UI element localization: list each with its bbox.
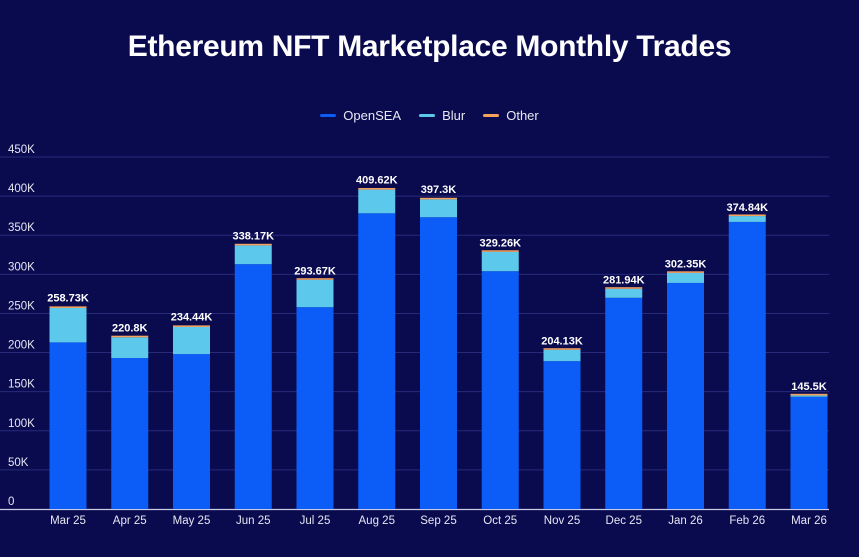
bar-segment-opensea (791, 397, 828, 509)
bar-segment-opensea (358, 213, 395, 509)
bar-segment-opensea (544, 361, 581, 509)
bar-total-label: 338.17K (232, 230, 274, 242)
bar-segment-blur (111, 337, 148, 358)
bar-segment-opensea (235, 264, 272, 509)
y-tick-label: 400K (8, 183, 35, 195)
bar-total-label: 281.94K (603, 274, 645, 286)
bar-segment-opensea (297, 307, 334, 509)
bar-total-label: 145.5K (791, 381, 827, 393)
bar-total-label: 397.3K (421, 184, 457, 196)
y-tick-label: 350K (8, 222, 35, 234)
bar-total-label: 293.67K (294, 265, 336, 277)
bar-segment-other (50, 306, 87, 308)
x-tick-label: Jan 26 (668, 515, 703, 527)
bar-segment-opensea (605, 298, 642, 509)
bar-segment-other (173, 325, 210, 327)
bar-segment-blur (544, 350, 581, 361)
bar-segment-opensea (667, 283, 704, 509)
bar-segment-opensea (420, 217, 457, 509)
bar-segment-other (420, 198, 457, 200)
bar-segment-other (605, 287, 642, 289)
y-tick-label: 450K (8, 144, 35, 156)
y-tick-label: 50K (8, 457, 29, 469)
bar-total-label: 374.84K (726, 202, 768, 214)
bar-segment-blur (235, 245, 272, 264)
bar-segment-blur (667, 273, 704, 283)
x-tick-label: May 25 (173, 515, 211, 527)
x-tick-label: Oct 25 (483, 515, 517, 527)
y-tick-label: 200K (8, 340, 35, 352)
bar-segment-opensea (729, 222, 766, 509)
bar-segment-other (111, 336, 148, 338)
y-tick-label: 150K (8, 379, 35, 391)
bar-total-label: 234.44K (171, 312, 213, 324)
bar-segment-opensea (111, 358, 148, 509)
x-tick-label: Nov 25 (544, 515, 580, 527)
bar-total-label: 329.26K (479, 237, 521, 249)
bar-segment-other (482, 250, 519, 252)
x-tick-label: Jun 25 (236, 515, 271, 527)
bar-segment-opensea (50, 342, 87, 509)
bar-segment-blur (358, 190, 395, 214)
bar-segment-other (358, 188, 395, 190)
bar-segment-opensea (482, 271, 519, 509)
bar-segment-blur (605, 289, 642, 298)
bar-segment-other (297, 278, 334, 280)
bar-segment-blur (50, 308, 87, 342)
bar-segment-other (729, 214, 766, 216)
y-tick-label: 250K (8, 300, 35, 312)
bar-total-label: 302.35K (665, 258, 707, 270)
bar-segment-opensea (173, 354, 210, 509)
x-tick-label: Apr 25 (113, 515, 147, 527)
bar-segment-other (667, 271, 704, 273)
x-tick-label: Dec 25 (606, 515, 642, 527)
bar-segment-blur (173, 327, 210, 354)
x-tick-label: Sep 25 (420, 515, 456, 527)
x-tick-label: Jul 25 (300, 515, 331, 527)
x-tick-label: Aug 25 (359, 515, 395, 527)
x-tick-label: Feb 26 (729, 515, 765, 527)
bar-total-label: 258.73K (47, 293, 89, 305)
bar-segment-other (235, 244, 272, 246)
bar-segment-blur (729, 216, 766, 222)
bar-total-label: 204.13K (541, 335, 583, 347)
x-tick-label: Mar 25 (50, 515, 86, 527)
x-tick-label: Mar 26 (791, 515, 827, 527)
y-tick-label: 100K (8, 418, 35, 430)
bar-segment-blur (420, 199, 457, 217)
bar-segment-blur (791, 395, 828, 396)
bar-segment-other (544, 348, 581, 350)
bar-segment-other (791, 394, 828, 396)
bar-segment-blur (297, 280, 334, 307)
bar-total-label: 409.62K (356, 175, 398, 187)
y-tick-label: 0 (8, 496, 14, 508)
bar-total-label: 220.8K (112, 322, 148, 334)
bar-segment-blur (482, 252, 519, 271)
y-tick-label: 300K (8, 261, 35, 273)
